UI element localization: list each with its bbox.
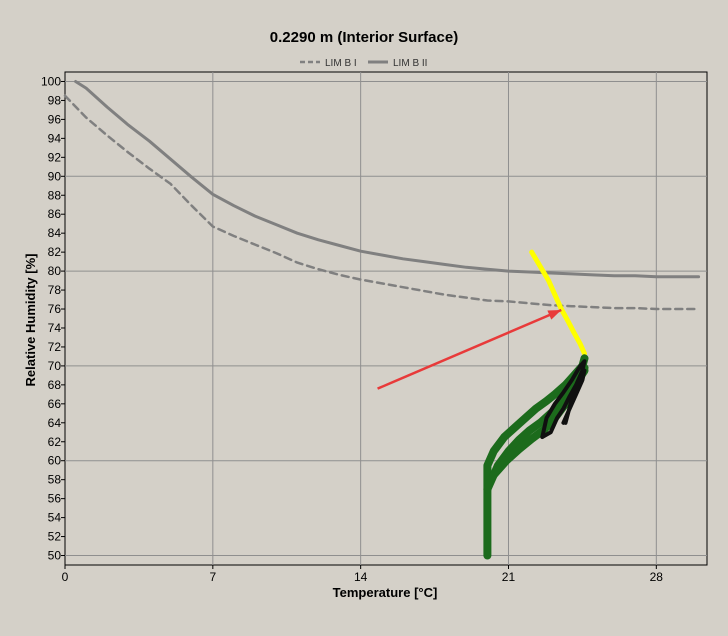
y-tick-label: 78 <box>48 283 62 297</box>
y-tick-label: 54 <box>48 511 62 525</box>
y-tick-label: 84 <box>48 226 62 240</box>
x-tick-label: 0 <box>62 570 69 584</box>
y-tick-label: 100 <box>41 74 61 88</box>
y-tick-label: 76 <box>48 302 62 316</box>
y-tick-label: 80 <box>48 264 62 278</box>
y-tick-label: 66 <box>48 397 62 411</box>
y-tick-label: 96 <box>48 112 62 126</box>
y-tick-label: 74 <box>48 321 62 335</box>
trajectory-yellow <box>529 249 587 357</box>
series-line-lim-b-ii <box>74 80 701 279</box>
y-tick-label: 86 <box>48 207 62 221</box>
axis-ticks: 0 7 14 21 28 50 52 54 56 58 60 62 64 66 68 70 72 74 76 78 80… <box>41 74 663 584</box>
legend-label: LIM B I <box>325 58 357 69</box>
y-tick-label: 56 <box>48 492 62 506</box>
y-tick-label: 72 <box>48 340 62 354</box>
x-tick-label: 28 <box>650 570 664 584</box>
y-axis-label: Relative Humidity [%] <box>23 254 38 387</box>
y-tick-label: 98 <box>48 93 62 107</box>
y-tick-label: 88 <box>48 188 62 202</box>
x-tick-label: 7 <box>209 570 216 584</box>
trajectory-black <box>540 359 587 439</box>
y-tick-label: 68 <box>48 378 62 392</box>
x-tick-label: 14 <box>354 570 368 584</box>
plot-area <box>64 71 708 566</box>
y-tick-label: 50 <box>48 549 62 563</box>
x-tick-label: 21 <box>502 570 516 584</box>
series-line-lim-b-i <box>63 94 700 311</box>
y-tick-label: 90 <box>48 169 62 183</box>
series-layer <box>63 80 701 560</box>
y-tick-label: 70 <box>48 359 62 373</box>
y-tick-label: 64 <box>48 416 62 430</box>
chart-title: 0.2290 m (Interior Surface) <box>270 29 458 46</box>
y-tick-label: 94 <box>48 131 62 145</box>
arrow-annotation <box>377 308 562 390</box>
annotation-layer <box>377 308 562 390</box>
trajectory-black <box>561 368 587 425</box>
y-tick-label: 52 <box>48 530 62 544</box>
y-tick-label: 62 <box>48 435 62 449</box>
y-tick-label: 82 <box>48 245 62 259</box>
x-axis-label: Temperature [°C] <box>333 585 438 600</box>
y-tick-label: 60 <box>48 454 62 468</box>
legend: LIM B I LIM B II <box>300 58 427 69</box>
arrow-head <box>547 309 562 320</box>
legend-label: LIM B II <box>393 58 427 69</box>
grid <box>65 72 707 565</box>
y-tick-label: 58 <box>48 473 62 487</box>
y-tick-label: 92 <box>48 150 62 164</box>
